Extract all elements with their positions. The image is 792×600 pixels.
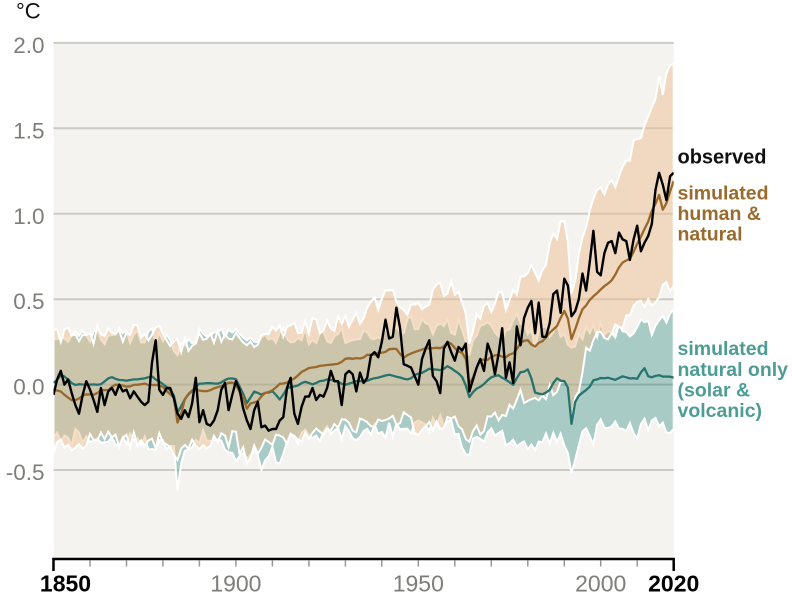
svg-text:2.0: 2.0 <box>13 33 44 58</box>
svg-text:2020: 2020 <box>648 571 699 597</box>
svg-text:-0.5: -0.5 <box>6 460 45 485</box>
svg-text:1850: 1850 <box>40 571 91 597</box>
svg-text:2000: 2000 <box>575 571 626 597</box>
svg-text:(solar &: (solar & <box>678 379 751 401</box>
svg-text:0.0: 0.0 <box>13 375 44 400</box>
svg-text:1950: 1950 <box>393 571 444 597</box>
svg-text:simulated: simulated <box>678 338 769 360</box>
svg-text:human &: human & <box>678 203 761 225</box>
svg-text:°C: °C <box>16 0 41 24</box>
svg-text:1900: 1900 <box>210 571 261 597</box>
svg-text:natural: natural <box>678 224 743 246</box>
svg-text:0.5: 0.5 <box>13 289 44 314</box>
svg-text:observed: observed <box>678 147 767 169</box>
svg-text:natural only: natural only <box>678 359 789 381</box>
svg-text:1.0: 1.0 <box>13 204 44 229</box>
svg-text:1.5: 1.5 <box>13 118 44 143</box>
svg-text:simulated: simulated <box>678 183 769 205</box>
svg-text:volcanic): volcanic) <box>678 400 763 422</box>
